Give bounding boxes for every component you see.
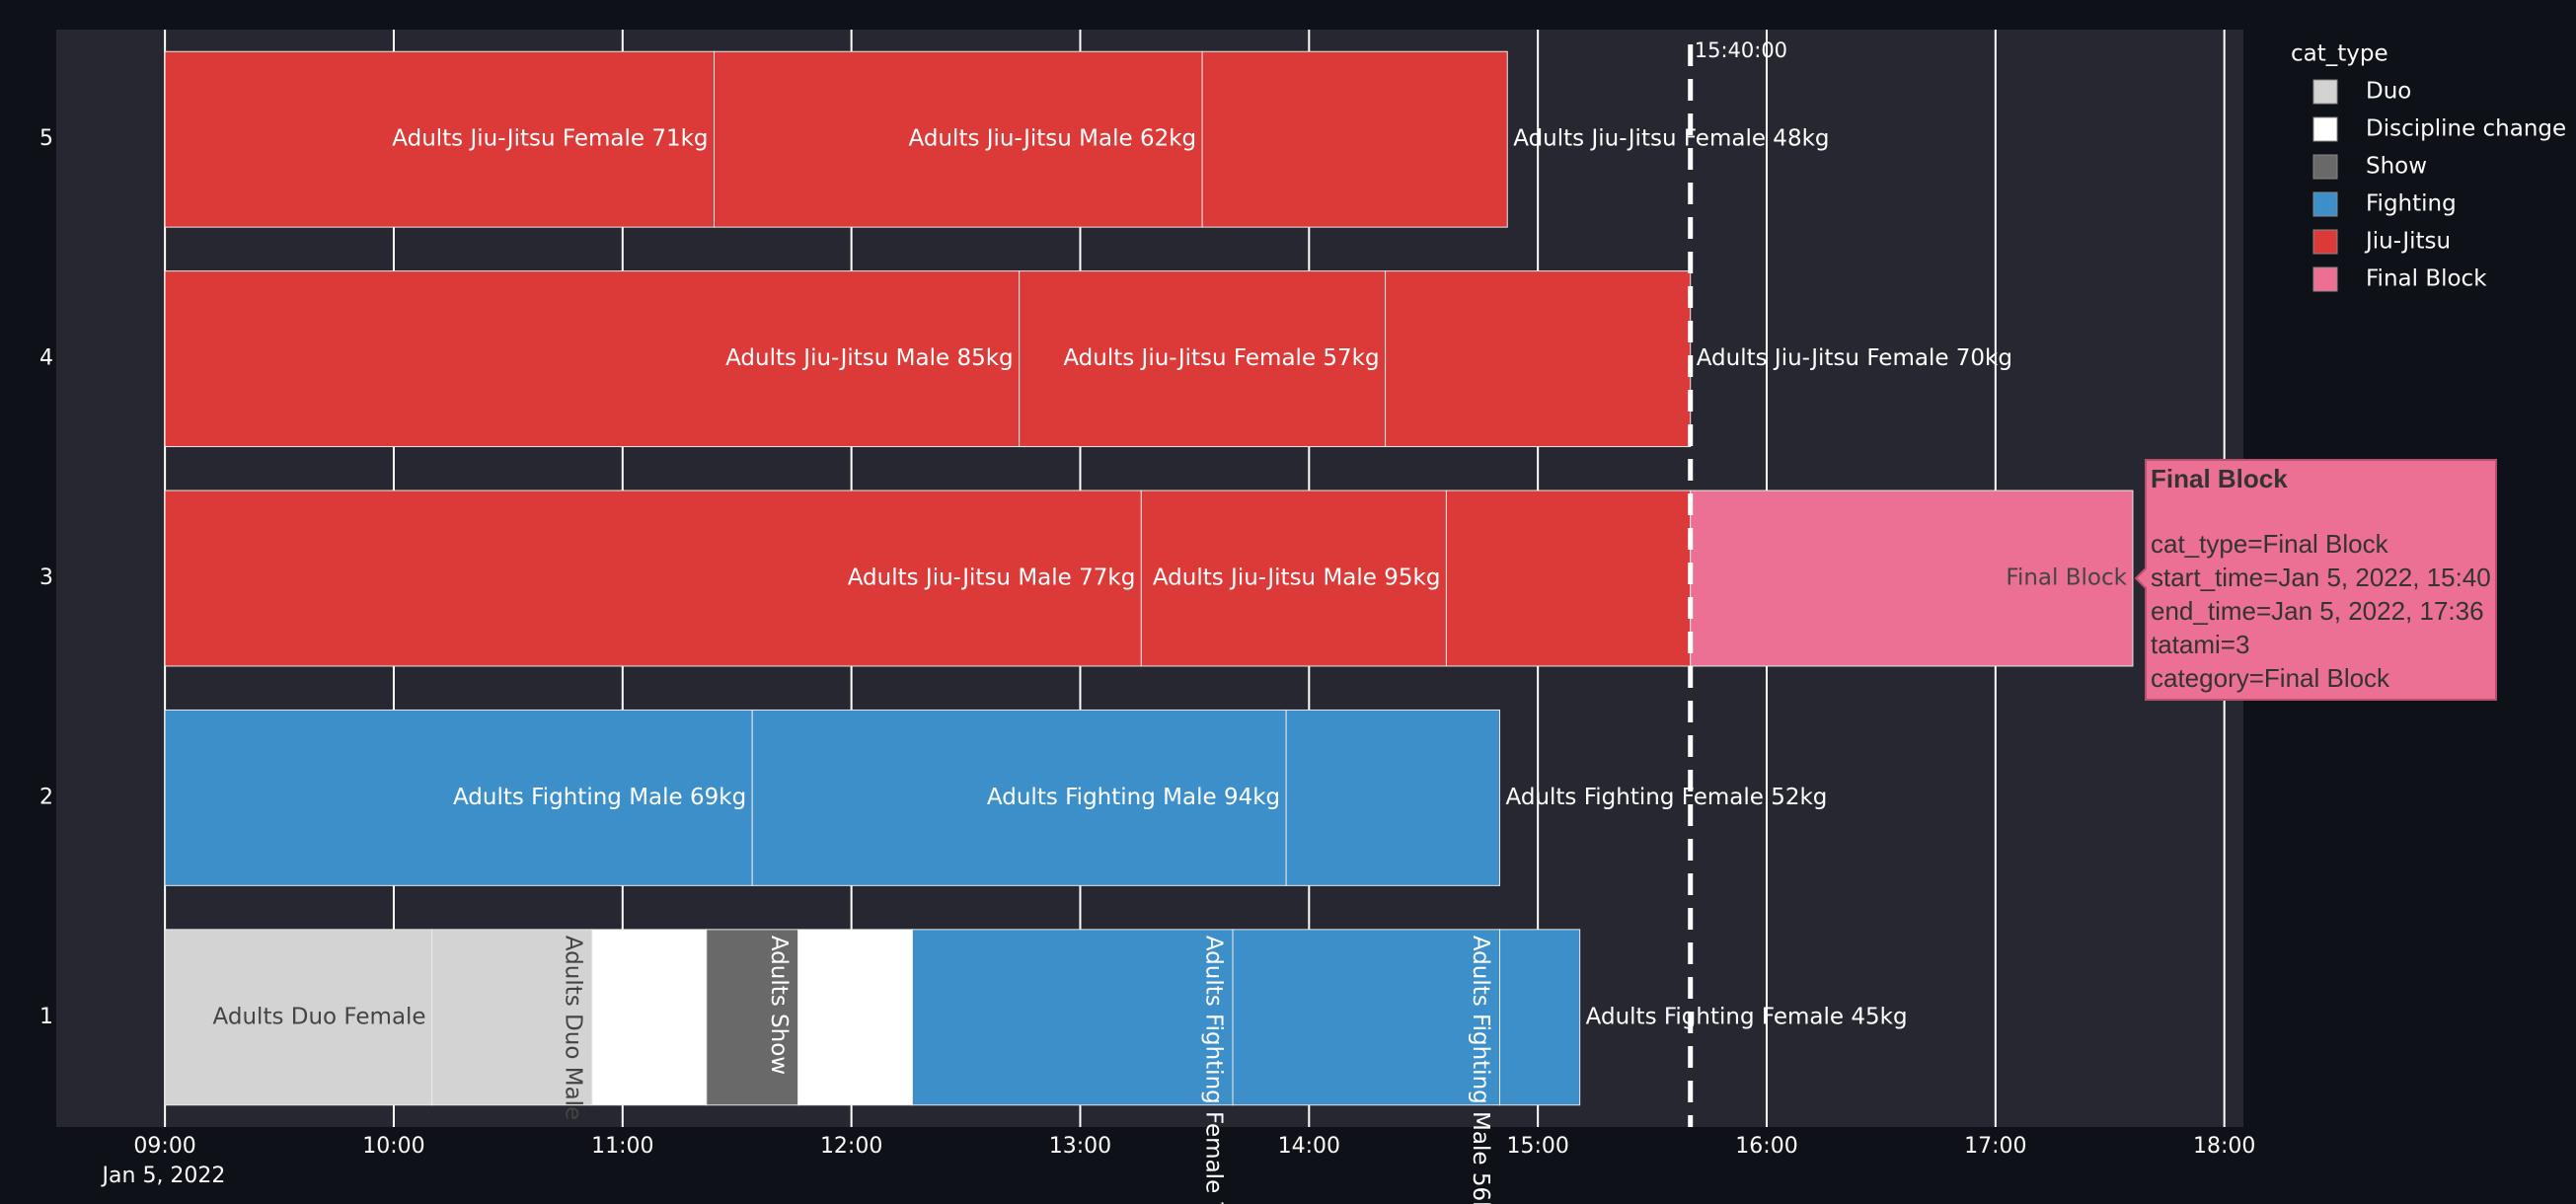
bar [431, 929, 593, 1106]
bar [1445, 489, 1692, 667]
bar-label: Adults Fighting Female 52kg [1506, 785, 1828, 810]
overlay: 15:40:00 Final Block cat_type=Final Block s… [1688, 38, 2497, 1127]
bar [164, 270, 1021, 448]
bar [1385, 270, 1692, 448]
bar [1232, 929, 1501, 1106]
bar-label: Adults Jiu-Jitsu Male 77kg [848, 565, 1136, 591]
x-tick-label: 12:00 [820, 1134, 882, 1159]
bar [1690, 489, 2134, 667]
bar-label: Adults Fighting Male 94kg [987, 785, 1280, 810]
legend-label: Final Block [2366, 266, 2487, 292]
tooltip-line: cat_type=Final Block [2151, 529, 2389, 559]
bar-label: Adults Jiu-Jitsu Female 57kg [1063, 345, 1379, 371]
legend-swatch [2312, 79, 2338, 105]
y-tick-label: 3 [39, 565, 53, 590]
legend-label: Duo [2366, 79, 2411, 105]
x-tick-label: 13:00 [1049, 1134, 1111, 1159]
legend-label: Show [2366, 154, 2427, 180]
bar-label: Final Block [2006, 565, 2127, 591]
x-tick-label: 14:00 [1278, 1134, 1340, 1159]
y-tick-label: 4 [39, 346, 53, 371]
bar [797, 929, 913, 1106]
bar-label: Adults Jiu-Jitsu Male 85kg [725, 345, 1014, 371]
tooltip-title: Final Block [2151, 464, 2288, 493]
x-tick-label: 10:00 [362, 1134, 424, 1159]
bar [714, 50, 1203, 228]
legend-swatch [2312, 266, 2338, 292]
tooltip-line: category=Final Block [2151, 663, 2390, 693]
bar [591, 929, 708, 1106]
vline-label: 15:40:00 [1695, 38, 1787, 62]
legend-label: Fighting [2366, 191, 2457, 217]
x-tick-label: 18:00 [2193, 1134, 2255, 1159]
bar [1201, 50, 1508, 228]
bar-label: Adults Duo Female [213, 1004, 426, 1029]
bar-label: Adults Fighting Male 69kg [453, 785, 746, 810]
bar [164, 50, 716, 228]
bar [911, 929, 1234, 1106]
tooltip-line: tatami=3 [2151, 630, 2249, 659]
x-tick-label: 15:00 [1506, 1134, 1568, 1159]
tooltip-box [2134, 459, 2497, 701]
x-date-label: Jan 5, 2022 [101, 1164, 226, 1188]
bar [1285, 709, 1501, 886]
bars [164, 50, 2134, 1106]
legend-swatch [2312, 229, 2338, 255]
bar-label: Adults Duo Male [560, 936, 585, 1120]
bar-label: Adults Show [766, 936, 792, 1075]
legend-swatch [2312, 116, 2338, 142]
x-tick-label: 11:00 [591, 1134, 653, 1159]
bar-label: Adults Fighting Female 70kg [1201, 936, 1227, 1204]
bar [1499, 929, 1581, 1106]
bar [164, 709, 753, 886]
legend: Duo Discipline change Show Fighting Jiu-Jits… [2312, 79, 2566, 292]
legend-swatch [2312, 154, 2338, 180]
bar-label: Adults Jiu-Jitsu Female 71kg [392, 126, 708, 152]
bar-label: Adults Jiu-Jitsu Male 62kg [909, 126, 1197, 152]
x-tick-label: 09:00 [133, 1134, 195, 1159]
x-tick-label: 17:00 [1964, 1134, 2026, 1159]
legend-label: Jiu-Jitsu [2364, 229, 2451, 255]
legend-title: cat_type [2291, 41, 2388, 67]
bar [164, 929, 433, 1106]
bar-label: Adults Jiu-Jitsu Male 95kg [1153, 565, 1441, 591]
bar-label: Adults Jiu-Jitsu Female 70kg [1697, 345, 2012, 371]
bar-labels: Adults Jiu-Jitsu Female 71kg Adults Jiu-J… [213, 126, 2128, 1204]
bar [1019, 270, 1387, 448]
tooltip-line: start_time=Jan 5, 2022, 15:40 [2151, 563, 2491, 592]
bar-label: Adults Fighting Female 45kg [1586, 1004, 1908, 1029]
bar-label: Adults Jiu-Jitsu Female 48kg [1513, 126, 1829, 152]
bar-label: Adults Fighting Male 56kg [1468, 936, 1493, 1204]
y-tick-label: 1 [39, 1005, 53, 1029]
legend-label: Discipline change [2366, 116, 2566, 142]
legend-swatch [2312, 191, 2338, 217]
y-tick-label: 2 [39, 785, 53, 809]
x-tick-label: 16:00 [1735, 1134, 1797, 1159]
bar [164, 489, 1142, 667]
tooltip-line: end_time=Jan 5, 2022, 17:36 [2151, 596, 2484, 626]
bar [706, 929, 799, 1106]
bar [1140, 489, 1447, 667]
bar [751, 709, 1287, 886]
y-tick-label: 5 [39, 126, 53, 151]
